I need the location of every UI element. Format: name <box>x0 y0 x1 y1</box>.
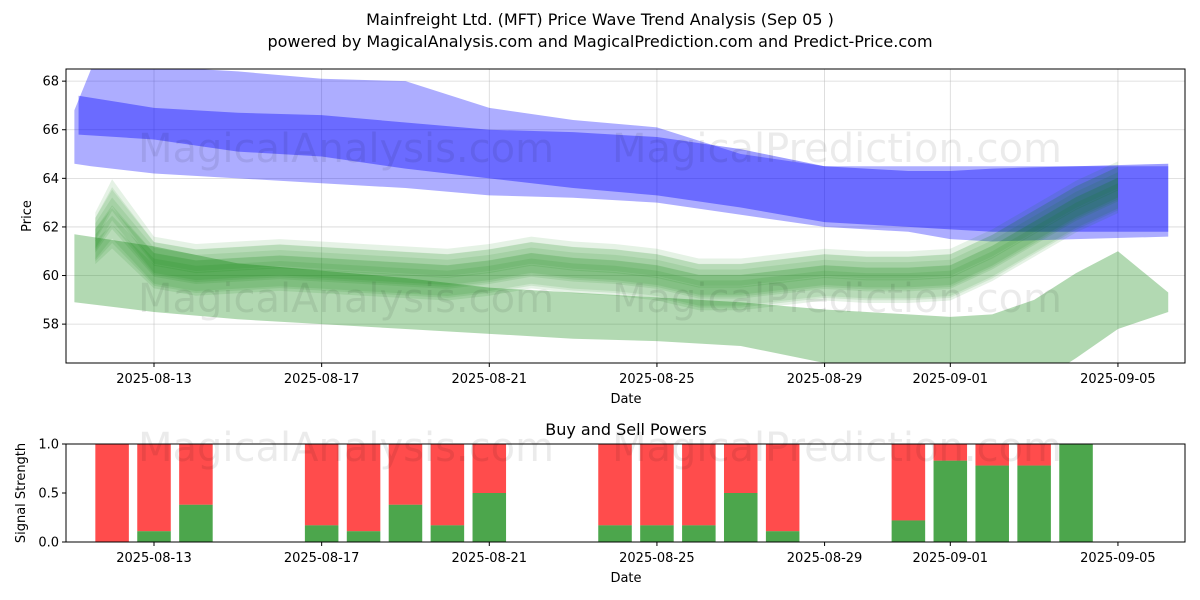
sell-power-bar <box>765 444 800 532</box>
price-y-tick-label: 60 <box>42 269 59 284</box>
buy-power-bar <box>472 493 507 542</box>
green-wave-band <box>95 177 1118 306</box>
price-x-tick-label: 2025-09-05 <box>1080 372 1156 387</box>
green-wave-band <box>95 177 1118 299</box>
price-plot-frame <box>65 68 1186 364</box>
sell-power-bar <box>1017 444 1051 466</box>
price-x-axis-label: Date <box>610 392 641 407</box>
watermark-prediction-top: MagicalPrediction.com <box>612 126 1062 172</box>
chart-title-line1: Mainfreight Ltd. (MFT) Price Wave Trend … <box>366 10 834 29</box>
sell-power-bar <box>640 444 674 526</box>
buy-power-bar <box>598 525 632 542</box>
buy-power-bar <box>765 531 800 542</box>
sell-power-bar <box>975 444 1009 466</box>
buy-power-bar <box>723 493 758 542</box>
blue-wide-band <box>74 69 1169 242</box>
power-x-axis-label: Date <box>610 571 641 586</box>
sell-power-bar <box>137 444 171 532</box>
sell-power-bar <box>179 444 213 505</box>
sell-power-bar <box>304 444 339 526</box>
price-x-tick-label: 2025-09-01 <box>913 372 989 387</box>
price-y-tick-label: 62 <box>42 220 59 235</box>
buy-power-bar <box>304 525 339 542</box>
power-x-tick-label: 2025-08-21 <box>452 551 528 566</box>
chart-title-line2: powered by MagicalAnalysis.com and Magic… <box>267 32 932 51</box>
buy-power-bar <box>179 504 213 542</box>
price-panel: 58 60 62 64 66 68 2025-08-13 2025-08-17 2025-08-… <box>42 68 1186 387</box>
power-y-axis-label: Signal Strength <box>14 443 29 543</box>
price-x-tick-label: 2025-08-13 <box>116 372 192 387</box>
power-x-tick-label: 2025-08-13 <box>116 551 192 566</box>
buy-power-bar <box>346 531 381 542</box>
power-x-tick-label: 2025-08-17 <box>284 551 360 566</box>
blue-core-band <box>78 95 1169 232</box>
green-wave-band <box>95 189 1118 311</box>
green-wave-band <box>95 161 1118 286</box>
price-x-tick-label: 2025-08-21 <box>452 372 528 387</box>
green-wave-band <box>95 172 1118 297</box>
green-wave-band <box>95 183 1118 308</box>
price-y-axis-label: Price <box>20 200 35 232</box>
sell-power-bar <box>472 444 507 493</box>
power-y-tick-label: 1.0 <box>38 438 59 453</box>
buy-power-bar <box>430 525 465 542</box>
buy-power-bar <box>1017 465 1051 542</box>
watermark-prediction-mid: MagicalPrediction.com <box>612 276 1062 322</box>
power-x-tick-label: 2025-08-29 <box>787 551 863 566</box>
power-y-tick-label: 0.5 <box>38 487 59 502</box>
price-x-tick-label: 2025-08-29 <box>787 372 863 387</box>
price-y-tick-label: 64 <box>42 172 59 187</box>
sell-power-bar <box>95 444 129 542</box>
sell-power-bar <box>682 444 716 526</box>
power-x-tick-label: 2025-09-05 <box>1080 551 1156 566</box>
sell-power-bar <box>388 444 423 505</box>
power-x-tick-label: 2025-09-01 <box>913 551 989 566</box>
buy-power-bar <box>891 520 926 542</box>
price-y-tick-label: 58 <box>42 318 59 333</box>
power-x-tick-label: 2025-08-25 <box>619 551 695 566</box>
price-x-tick-label: 2025-08-17 <box>284 372 360 387</box>
price-x-tick-label: 2025-08-25 <box>619 372 695 387</box>
green-wave-band <box>95 166 1118 288</box>
buy-power-bar <box>388 504 423 542</box>
watermark-analysis-bottom: MagicalAnalysis.com <box>138 425 554 471</box>
sell-power-bar <box>598 444 632 526</box>
watermark-analysis-mid: MagicalAnalysis.com <box>138 276 554 322</box>
buy-power-bar <box>933 460 968 542</box>
sell-power-bar <box>723 444 758 493</box>
price-y-tick-label: 68 <box>42 75 59 90</box>
buy-power-bar <box>975 465 1009 542</box>
green-wave-band <box>95 166 1118 295</box>
sell-power-bar <box>346 444 381 532</box>
price-y-tick-label: 66 <box>42 123 59 138</box>
power-y-tick-label: 0.0 <box>38 536 59 551</box>
green-lower-band <box>74 234 1169 363</box>
price-series-group <box>74 69 1169 363</box>
buy-power-bar <box>137 531 171 542</box>
sell-power-bar <box>933 444 968 461</box>
watermark-prediction-bottom: MagicalPrediction.com <box>612 425 1062 471</box>
sell-power-bar <box>891 444 926 521</box>
watermark-analysis-top: MagicalAnalysis.com <box>138 126 554 172</box>
buy-power-bar <box>640 525 674 542</box>
power-panel: 0.0 0.5 1.0 2025-08-13 2025-08-17 2025-08-21 2… <box>38 438 1186 566</box>
buy-power-bar <box>1059 444 1093 542</box>
power-chart-title: Buy and Sell Powers <box>545 420 707 439</box>
buy-power-bar <box>682 525 716 542</box>
sell-power-bar <box>430 444 465 526</box>
